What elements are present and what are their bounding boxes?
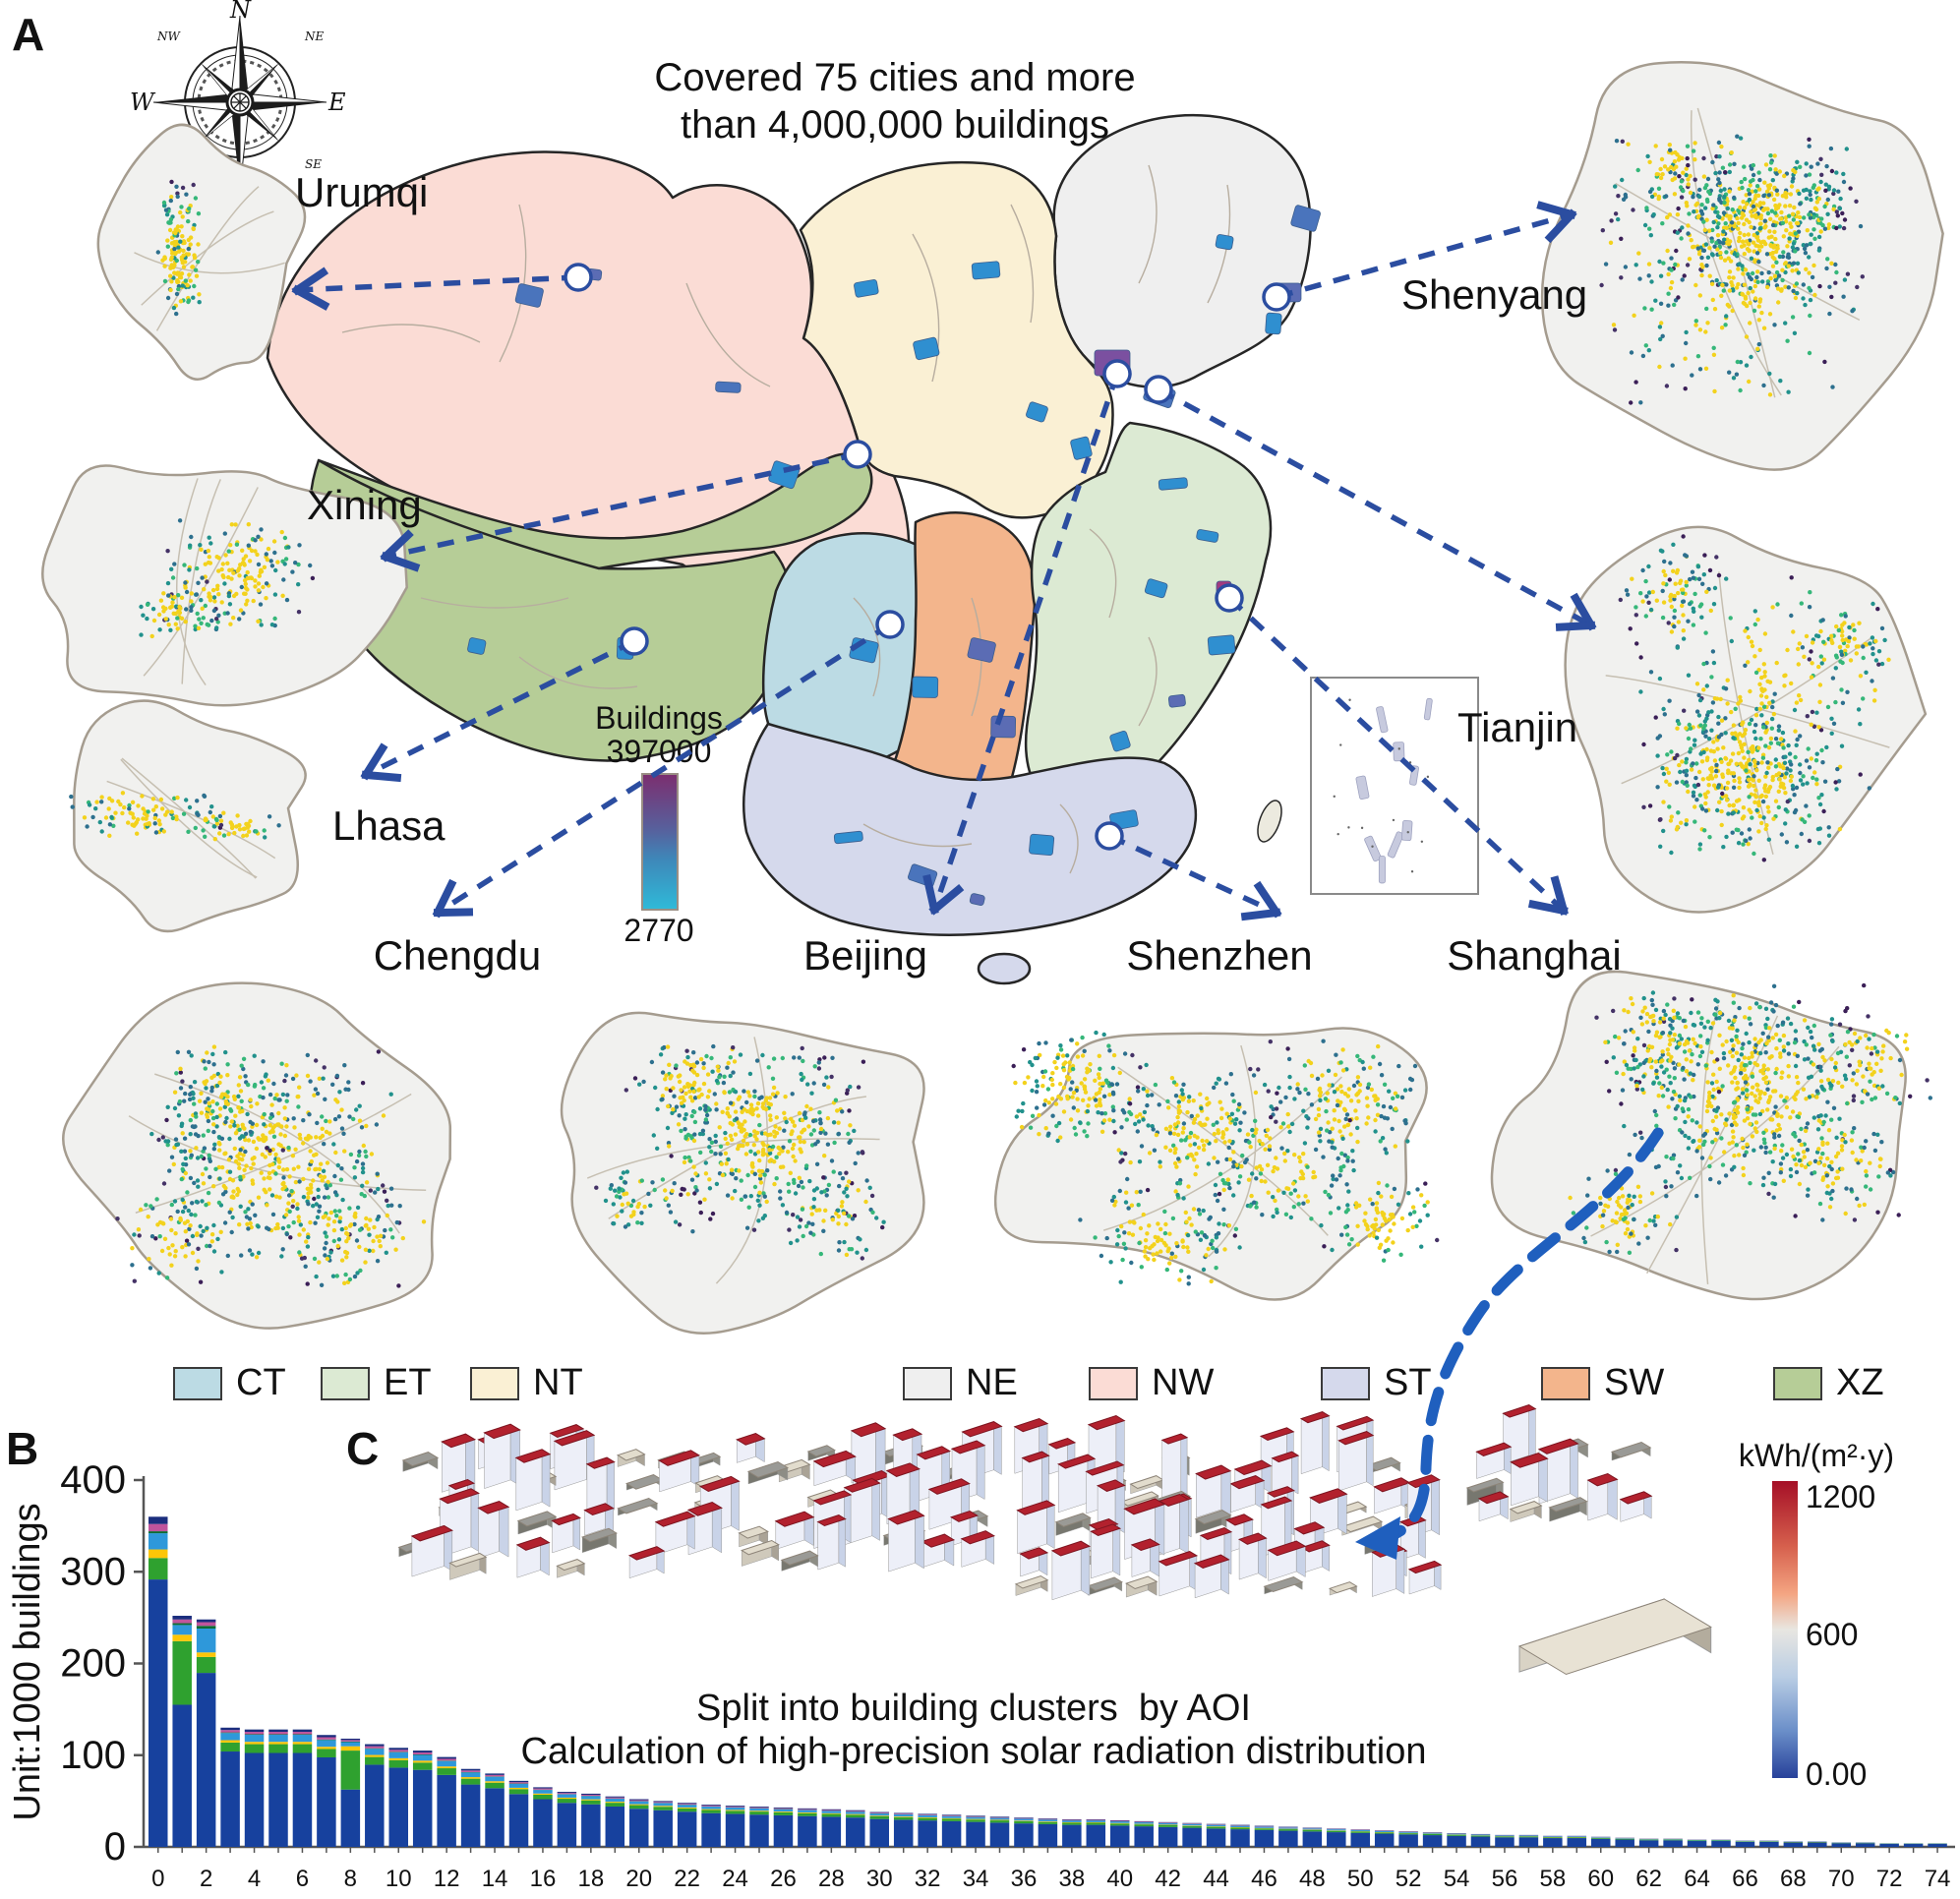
- panel-c-caption-line1: Split into building clusters by AOI: [696, 1688, 1251, 1729]
- city-label-beijing: Beijing: [802, 932, 928, 979]
- city-label-chengdu: Chengdu: [373, 932, 542, 979]
- city-label-urumqi: Urumqi: [295, 169, 429, 215]
- compass-nw-label: NW: [157, 30, 180, 43]
- compass-se-label: SE: [305, 157, 322, 171]
- legend-swatch-st: [1321, 1366, 1370, 1400]
- inset-dots-shenzhen: [1011, 1030, 1440, 1286]
- inset-dots-urumqi: [155, 179, 202, 317]
- legend-code-xz: XZ: [1836, 1362, 1884, 1403]
- cluster-render: [397, 1423, 741, 1580]
- legend-swatch-ne: [903, 1366, 952, 1400]
- figure-title-line1: Covered 75 cities and more: [654, 56, 1136, 99]
- legend-swatch-ct: [173, 1366, 222, 1400]
- city-label-lhasa: Lhasa: [332, 802, 445, 849]
- legend-item-ne: NE: [903, 1362, 1018, 1404]
- legend-swatch-nt: [470, 1366, 519, 1400]
- legend-code-nw: NW: [1152, 1362, 1215, 1403]
- cluster-large-block: [1517, 1598, 1712, 1676]
- compass-e-label: E: [328, 89, 346, 116]
- legend-item-ct: CT: [173, 1362, 286, 1404]
- city-label-shenzhen: Shenzhen: [1126, 932, 1313, 979]
- legend-item-et: ET: [321, 1362, 432, 1404]
- legend-swatch-et: [321, 1366, 370, 1400]
- map-hainan-island: [977, 952, 1032, 985]
- legend-code-ne: NE: [966, 1362, 1018, 1403]
- panel-b-label: B: [6, 1423, 39, 1474]
- compass-rose-graphic: [152, 15, 327, 190]
- legend-code-et: ET: [384, 1362, 432, 1403]
- compass-w-label: W: [130, 89, 154, 116]
- city-label-shanghai: Shanghai: [1447, 932, 1622, 979]
- panel-a-label: A: [12, 9, 45, 60]
- legend-code-nt: NT: [533, 1362, 583, 1403]
- buildings-colorbar-min: 2770: [624, 913, 694, 948]
- legend-item-xz: XZ: [1773, 1362, 1884, 1404]
- cluster-render: [1465, 1404, 1653, 1522]
- cluster-render: [1013, 1411, 1443, 1601]
- inset-dots-shenyang: [1599, 134, 1866, 405]
- legend-item-nt: NT: [470, 1362, 583, 1404]
- panel-c-caption-line2: Calculation of high-precision solar radi…: [520, 1731, 1427, 1772]
- legend-swatch-nw: [1089, 1366, 1138, 1400]
- solar-colorbar-mid: 600: [1806, 1617, 1859, 1652]
- compass-n-label: N: [230, 0, 251, 24]
- compass-ne-label: NE: [305, 30, 325, 43]
- inset-dots-chengdu: [115, 1044, 427, 1288]
- legend-swatch-xz: [1773, 1366, 1822, 1400]
- inset-dots-tianjin: [1618, 534, 1891, 862]
- solar-colorbar-min: 0.00: [1806, 1756, 1868, 1792]
- cluster-render: [736, 1421, 1003, 1573]
- solar-colorbar-title: kWh/(m²·y): [1738, 1438, 1895, 1473]
- inset-dots-lhasa: [69, 791, 281, 842]
- inset-dots-beijing: [594, 1043, 886, 1261]
- figure-title-line2: than 4,000,000 buildings: [681, 103, 1109, 147]
- legend-item-nw: NW: [1089, 1362, 1214, 1404]
- solar-colorbar: [1772, 1481, 1798, 1778]
- solar-colorbar-max: 1200: [1806, 1479, 1876, 1514]
- legend-code-ct: CT: [236, 1362, 286, 1403]
- panel-c-label: C: [346, 1423, 380, 1474]
- inset-dots-xining: [139, 518, 316, 639]
